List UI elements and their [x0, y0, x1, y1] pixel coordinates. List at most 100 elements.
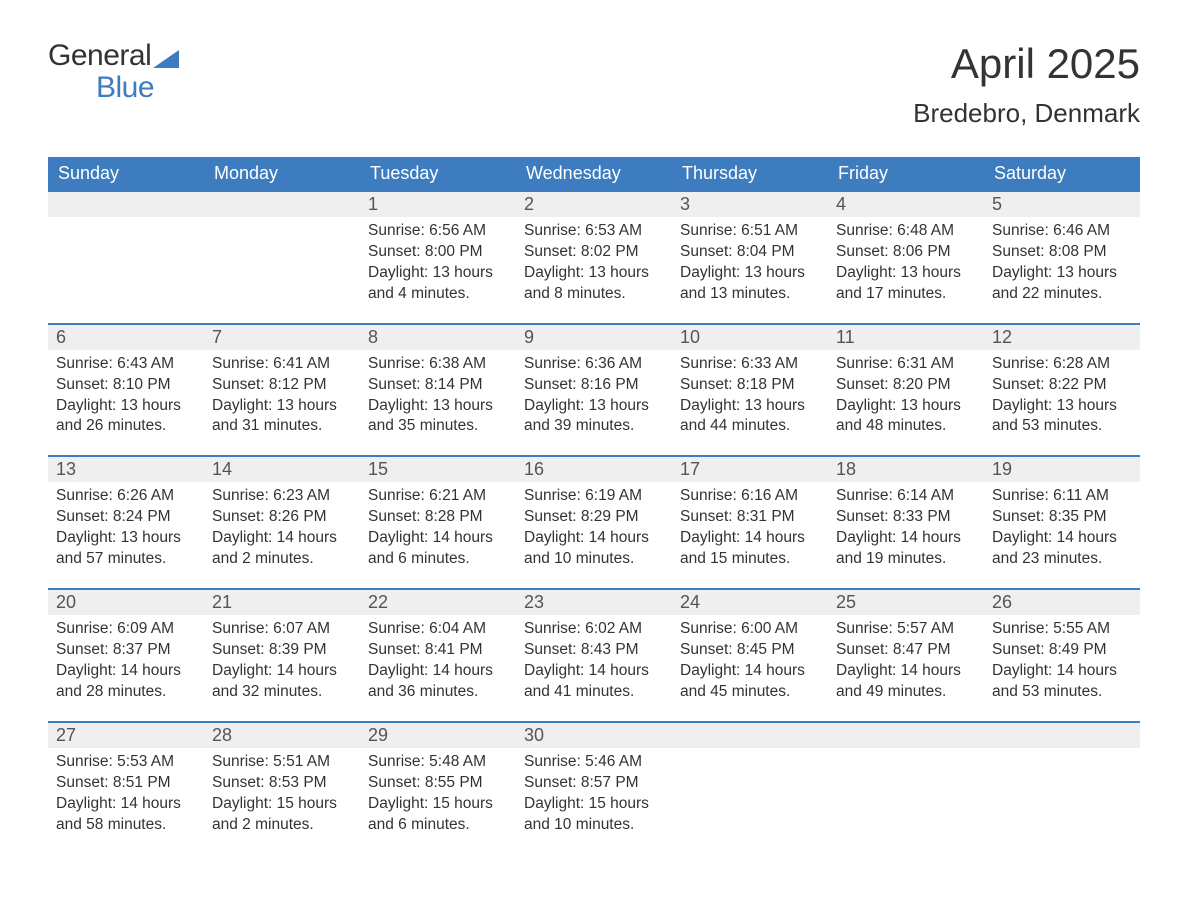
calendar-header-row: SundayMondayTuesdayWednesdayThursdayFrid…: [48, 157, 1140, 190]
day-number: [984, 721, 1140, 748]
day-number: 22: [360, 588, 516, 615]
header: General Blue April 2025 Bredebro, Denmar…: [48, 40, 1140, 129]
day-details: Sunrise: 6:04 AMSunset: 8:41 PMDaylight:…: [360, 615, 516, 703]
daylight-line: Daylight: 14 hours and 53 minutes.: [992, 661, 1132, 703]
calendar-cell: [672, 721, 828, 854]
weekday-header: Wednesday: [516, 157, 672, 190]
calendar-cell: 14Sunrise: 6:23 AMSunset: 8:26 PMDayligh…: [204, 455, 360, 588]
calendar-cell: 11Sunrise: 6:31 AMSunset: 8:20 PMDayligh…: [828, 323, 984, 456]
sunrise-line: Sunrise: 6:16 AM: [680, 486, 820, 507]
day-details: Sunrise: 6:36 AMSunset: 8:16 PMDaylight:…: [516, 350, 672, 438]
day-number: 10: [672, 323, 828, 350]
calendar-table: SundayMondayTuesdayWednesdayThursdayFrid…: [48, 157, 1140, 853]
calendar-cell: 25Sunrise: 5:57 AMSunset: 8:47 PMDayligh…: [828, 588, 984, 721]
day-number: 26: [984, 588, 1140, 615]
sunset-line: Sunset: 8:33 PM: [836, 507, 976, 528]
daylight-line: Daylight: 13 hours and 31 minutes.: [212, 396, 352, 438]
daylight-line: Daylight: 13 hours and 17 minutes.: [836, 263, 976, 305]
location: Bredebro, Denmark: [913, 98, 1140, 129]
sunset-line: Sunset: 8:57 PM: [524, 773, 664, 794]
day-number: 13: [48, 455, 204, 482]
sunrise-line: Sunrise: 6:19 AM: [524, 486, 664, 507]
daylight-line: Daylight: 14 hours and 49 minutes.: [836, 661, 976, 703]
calendar-cell: 12Sunrise: 6:28 AMSunset: 8:22 PMDayligh…: [984, 323, 1140, 456]
day-details: Sunrise: 6:02 AMSunset: 8:43 PMDaylight:…: [516, 615, 672, 703]
sunrise-line: Sunrise: 6:48 AM: [836, 221, 976, 242]
day-details: Sunrise: 6:46 AMSunset: 8:08 PMDaylight:…: [984, 217, 1140, 305]
calendar-cell: 15Sunrise: 6:21 AMSunset: 8:28 PMDayligh…: [360, 455, 516, 588]
calendar-cell: 22Sunrise: 6:04 AMSunset: 8:41 PMDayligh…: [360, 588, 516, 721]
calendar-cell: 18Sunrise: 6:14 AMSunset: 8:33 PMDayligh…: [828, 455, 984, 588]
sunrise-line: Sunrise: 6:46 AM: [992, 221, 1132, 242]
calendar-cell: 1Sunrise: 6:56 AMSunset: 8:00 PMDaylight…: [360, 190, 516, 323]
day-number: 11: [828, 323, 984, 350]
daylight-line: Daylight: 14 hours and 6 minutes.: [368, 528, 508, 570]
sunset-line: Sunset: 8:29 PM: [524, 507, 664, 528]
sunrise-line: Sunrise: 5:57 AM: [836, 619, 976, 640]
sunset-line: Sunset: 8:06 PM: [836, 242, 976, 263]
logo-triangle-icon: [153, 50, 179, 68]
calendar-cell: 10Sunrise: 6:33 AMSunset: 8:18 PMDayligh…: [672, 323, 828, 456]
day-number: 9: [516, 323, 672, 350]
day-number: 8: [360, 323, 516, 350]
sunset-line: Sunset: 8:02 PM: [524, 242, 664, 263]
sunrise-line: Sunrise: 6:07 AM: [212, 619, 352, 640]
day-details: Sunrise: 6:11 AMSunset: 8:35 PMDaylight:…: [984, 482, 1140, 570]
sunrise-line: Sunrise: 6:26 AM: [56, 486, 196, 507]
daylight-line: Daylight: 14 hours and 10 minutes.: [524, 528, 664, 570]
calendar-cell: 16 Sunrise: 6:19 AMSunset: 8:29 PMDayligh…: [516, 455, 672, 588]
calendar-cell: [828, 721, 984, 854]
day-number: 12: [984, 323, 1140, 350]
sunset-line: Sunset: 8:20 PM: [836, 375, 976, 396]
daylight-line: Daylight: 14 hours and 19 minutes.: [836, 528, 976, 570]
sunset-line: Sunset: 8:49 PM: [992, 640, 1132, 661]
calendar-cell: 9Sunrise: 6:36 AMSunset: 8:16 PMDaylight…: [516, 323, 672, 456]
day-number: [828, 721, 984, 748]
day-details: Sunrise: 6:56 AMSunset: 8:00 PMDaylight:…: [360, 217, 516, 305]
daylight-line: Daylight: 15 hours and 6 minutes.: [368, 794, 508, 836]
day-number: 3: [672, 190, 828, 217]
day-details: Sunrise: 6:26 AMSunset: 8:24 PMDaylight:…: [48, 482, 204, 570]
day-number: [48, 190, 204, 217]
daylight-line: Daylight: 14 hours and 28 minutes.: [56, 661, 196, 703]
day-details: Sunrise: 6:51 AMSunset: 8:04 PMDaylight:…: [672, 217, 828, 305]
sunset-line: Sunset: 8:08 PM: [992, 242, 1132, 263]
sunrise-line: Sunrise: 6:41 AM: [212, 354, 352, 375]
day-details: Sunrise: 5:51 AMSunset: 8:53 PMDaylight:…: [204, 748, 360, 836]
sunset-line: Sunset: 8:45 PM: [680, 640, 820, 661]
sunrise-line: Sunrise: 5:46 AM: [524, 752, 664, 773]
calendar-week-row: 6Sunrise: 6:43 AMSunset: 8:10 PMDaylight…: [48, 323, 1140, 456]
calendar-cell: [48, 190, 204, 323]
day-number: [672, 721, 828, 748]
sunset-line: Sunset: 8:35 PM: [992, 507, 1132, 528]
logo-text-blue: Blue: [96, 72, 179, 104]
day-number: 1: [360, 190, 516, 217]
daylight-line: Daylight: 14 hours and 23 minutes.: [992, 528, 1132, 570]
day-details: Sunrise: 6:31 AMSunset: 8:20 PMDaylight:…: [828, 350, 984, 438]
day-number: 19: [984, 455, 1140, 482]
sunrise-line: Sunrise: 5:55 AM: [992, 619, 1132, 640]
day-details: Sunrise: 6:28 AMSunset: 8:22 PMDaylight:…: [984, 350, 1140, 438]
day-number: 18: [828, 455, 984, 482]
calendar-cell: [204, 190, 360, 323]
calendar-cell: [984, 721, 1140, 854]
calendar-week-row: 13Sunrise: 6:26 AMSunset: 8:24 PMDayligh…: [48, 455, 1140, 588]
sunset-line: Sunset: 8:24 PM: [56, 507, 196, 528]
calendar-cell: 29Sunrise: 5:48 AMSunset: 8:55 PMDayligh…: [360, 721, 516, 854]
day-details: Sunrise: 5:48 AMSunset: 8:55 PMDaylight:…: [360, 748, 516, 836]
sunset-line: Sunset: 8:51 PM: [56, 773, 196, 794]
logo: General Blue: [48, 40, 179, 103]
day-number: 16: [516, 455, 672, 482]
sunrise-line: Sunrise: 6:23 AM: [212, 486, 352, 507]
daylight-line: Daylight: 13 hours and 4 minutes.: [368, 263, 508, 305]
sunrise-line: Sunrise: 6:51 AM: [680, 221, 820, 242]
day-number: 20: [48, 588, 204, 615]
sunrise-line: Sunrise: 6:36 AM: [524, 354, 664, 375]
sunrise-line: Sunrise: 5:48 AM: [368, 752, 508, 773]
day-number: 27: [48, 721, 204, 748]
day-number: 29: [360, 721, 516, 748]
weekday-header: Tuesday: [360, 157, 516, 190]
sunset-line: Sunset: 8:04 PM: [680, 242, 820, 263]
sunrise-line: Sunrise: 6:04 AM: [368, 619, 508, 640]
calendar-body: 1Sunrise: 6:56 AMSunset: 8:00 PMDaylight…: [48, 190, 1140, 853]
